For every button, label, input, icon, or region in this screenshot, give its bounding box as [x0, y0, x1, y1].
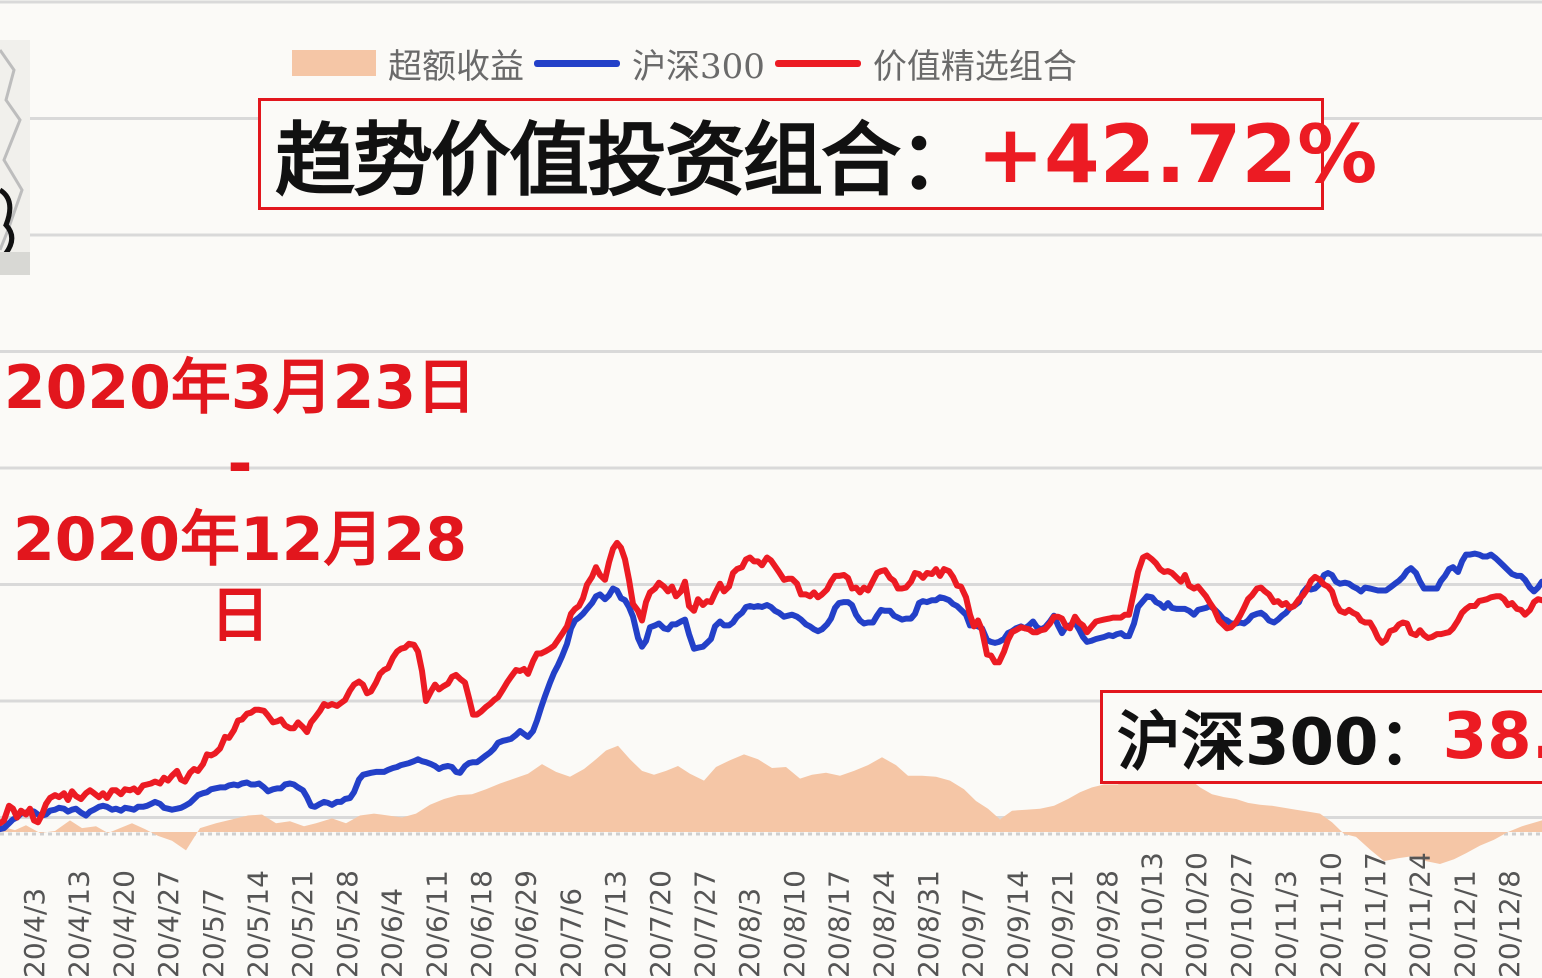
x-tick-label: 20/5/7 [197, 888, 230, 978]
hs300-return-box: 沪深300：38.6 [1100, 690, 1542, 784]
date-start: 2020年3月23日 [3, 353, 477, 423]
x-tick-label: 20/5/14 [242, 870, 275, 978]
legend-swatch-excess [292, 50, 376, 76]
legend-label-portfolio: 价值精选组合 [872, 46, 1077, 87]
gridlines [0, 0, 1542, 836]
x-tick-label: 20/5/21 [286, 870, 319, 978]
x-tick-label: 20/12/1 [1448, 870, 1481, 978]
x-tick-label: 20/8/3 [733, 888, 766, 978]
x-tick-label: 20/10/13 [1136, 852, 1169, 978]
x-tick-label: 20/6/4 [376, 888, 409, 978]
x-tick-label: 20/5/28 [331, 870, 364, 978]
x-tick-label: 20/10/27 [1225, 852, 1258, 978]
x-tick-label: 20/11/24 [1404, 852, 1437, 978]
legend-swatch-portfolio [774, 59, 861, 67]
date-end: 2020年12月28日 [13, 505, 467, 651]
x-tick-label: 20/4/27 [152, 870, 185, 978]
date-dash: - [227, 429, 253, 499]
series-line-portfolio [0, 539, 1542, 827]
x-tick-label: 20/9/21 [1046, 870, 1079, 978]
hs300-return-label: 沪深300： [1117, 706, 1443, 780]
x-tick-label: 20/8/17 [823, 870, 856, 978]
legend-label-excess: 超额收益 [388, 46, 524, 87]
x-tick-label: 20/4/20 [107, 870, 140, 978]
x-tick-label: 20/11/3 [1270, 870, 1303, 978]
x-tick-label: 20/4/13 [63, 870, 96, 978]
portfolio-return-label: 趋势价值投资组合： [275, 114, 979, 207]
x-tick-label: 20/9/14 [1001, 870, 1034, 978]
x-axis-ticks: 20/4/3 20/4/13 20/4/20 20/4/27 20/5/7 20/5/14… [18, 852, 1526, 978]
legend-item-hs300: 沪深300 [534, 39, 765, 88]
x-tick-label: 20/11/10 [1314, 852, 1347, 978]
x-tick-label: 20/9/7 [957, 888, 990, 978]
series-line-hs300 [0, 550, 1542, 833]
portfolio-return-value: +42.72% [977, 107, 1378, 201]
x-tick-label: 20/6/18 [465, 870, 498, 978]
x-tick-label: 20/6/11 [420, 870, 453, 978]
legend-swatch-hs300 [534, 59, 620, 67]
hs300-return-value: 38.6 [1442, 700, 1542, 774]
x-tick-label: 20/9/28 [1091, 870, 1124, 978]
chart-legend: 超额收益 沪深300 价值精选组合 [292, 39, 1087, 88]
portfolio-line [0, 539, 1542, 827]
x-tick-label: 20/11/17 [1359, 852, 1392, 978]
x-tick-label: 20/8/31 [912, 870, 945, 978]
x-tick-label: 20/7/6 [554, 888, 587, 978]
legend-item-portfolio: 价值精选组合 [774, 39, 1077, 88]
portfolio-return-box: 趋势价值投资组合： +42.72% [258, 98, 1377, 210]
x-tick-label: 20/4/3 [18, 888, 51, 978]
x-tick-label: 20/12/8 [1493, 870, 1526, 978]
legend-item-excess: 超额收益 [292, 39, 524, 88]
legend-label-hs300: 沪深300 [632, 46, 765, 87]
x-tick-label: 20/6/29 [510, 870, 543, 978]
x-tick-label: 20/8/10 [778, 870, 811, 978]
x-tick-label: 20/7/27 [689, 870, 722, 978]
x-tick-label: 20/7/13 [599, 870, 632, 978]
hs300-line [0, 550, 1542, 833]
x-tick-label: 20/10/20 [1180, 852, 1213, 978]
date-range: 2020年3月23日 - 2020年12月28日 [0, 350, 480, 654]
x-tick-label: 20/8/24 [867, 870, 900, 978]
x-tick-label: 20/7/20 [644, 870, 677, 978]
decorative-image-fragment [0, 40, 30, 275]
